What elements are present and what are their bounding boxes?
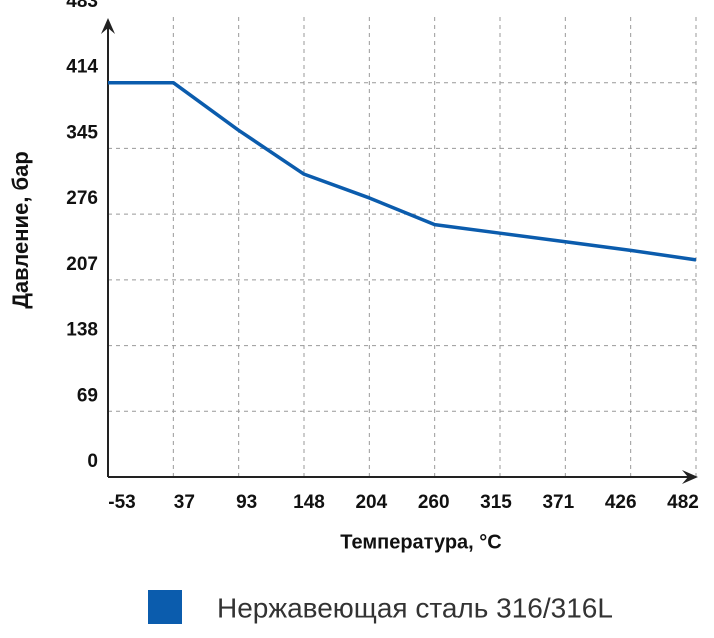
x-tick-label: -53 — [108, 492, 135, 513]
x-axis-label: Температура, °C — [340, 531, 501, 553]
y-tick-label: 138 — [66, 320, 98, 341]
y-tick-label: 0 — [87, 451, 98, 472]
data-line — [108, 80, 697, 262]
y-tick-label: 276 — [66, 188, 98, 209]
x-tick-label: 426 — [605, 492, 637, 513]
y-tick-label: 69 — [77, 385, 98, 406]
x-tick-label: 371 — [542, 492, 574, 513]
x-tick-label: 204 — [355, 492, 387, 513]
x-tick-label: 148 — [293, 492, 325, 513]
y-axis-label: Давление, бар — [8, 151, 33, 309]
legend-label: Нержавеющая сталь 316/316L — [217, 592, 613, 623]
x-tick-label: 37 — [174, 492, 195, 513]
x-tick-label: 260 — [418, 492, 450, 513]
x-axis-arrow — [682, 470, 698, 484]
x-tick-label: 93 — [236, 492, 257, 513]
x-tick-label: 482 — [667, 492, 699, 513]
y-axis-arrow — [101, 18, 115, 34]
y-tick-label: 414 — [66, 57, 98, 78]
legend-swatch — [148, 590, 182, 624]
y-tick-label: 207 — [66, 254, 98, 275]
y-tick-label: 345 — [66, 122, 98, 143]
grid — [108, 17, 697, 477]
y-tick-label: 483 — [66, 0, 98, 12]
x-tick-label: 315 — [480, 492, 512, 513]
